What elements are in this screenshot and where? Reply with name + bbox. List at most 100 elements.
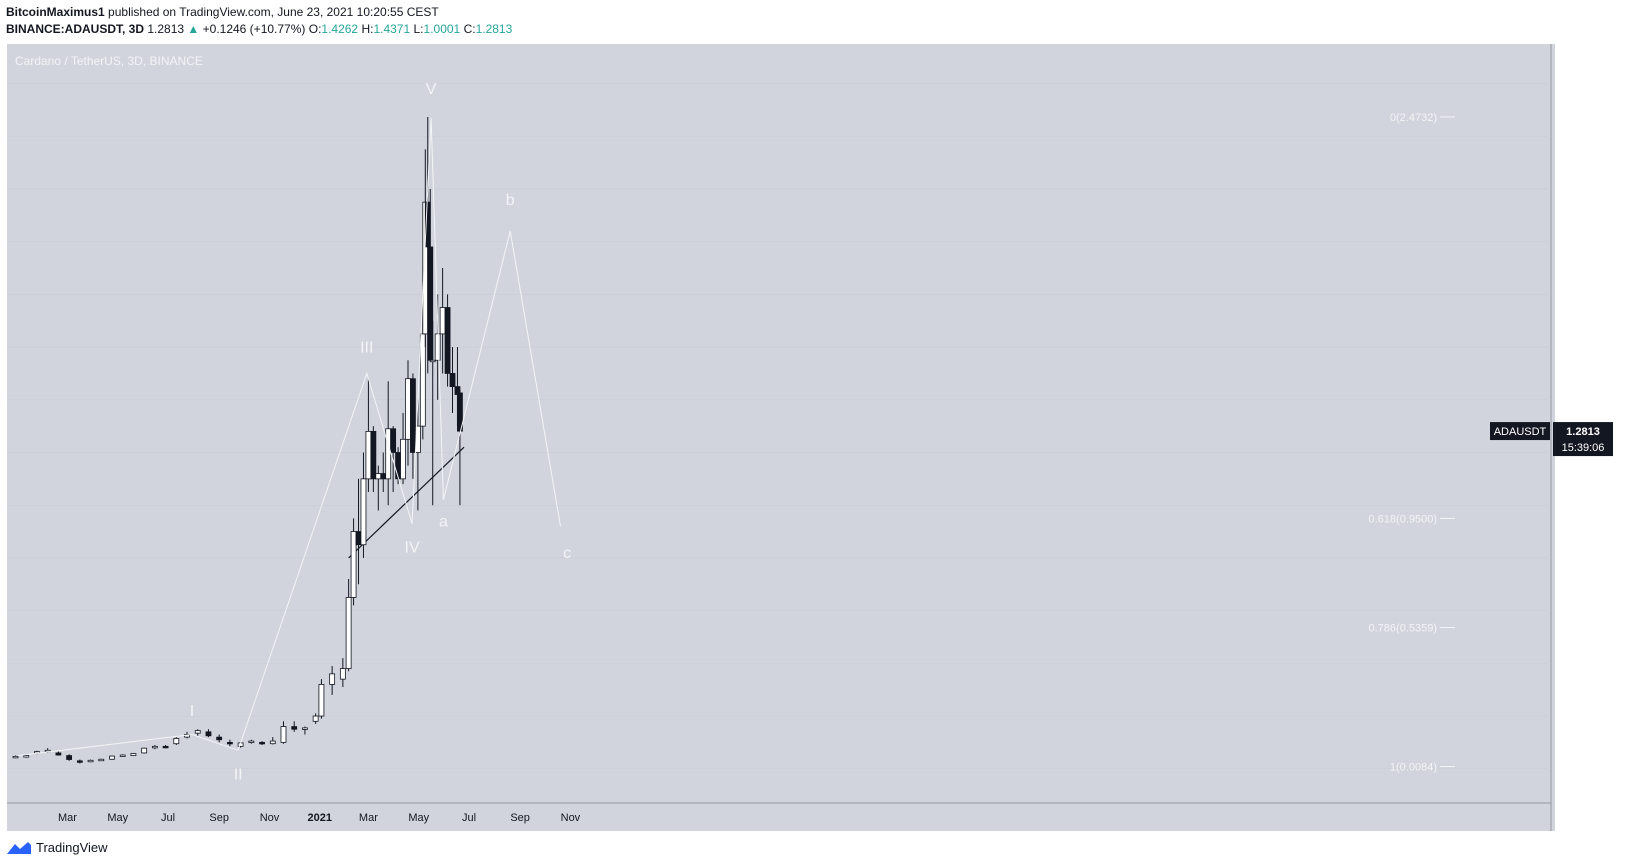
candle-body <box>141 747 148 754</box>
wave-label: a <box>439 513 448 530</box>
candle <box>226 739 233 747</box>
candle-body <box>419 333 426 427</box>
candle-body <box>98 758 105 762</box>
candle-body <box>55 752 62 756</box>
candle <box>457 390 463 506</box>
candle <box>259 741 265 746</box>
candle-body <box>339 668 346 680</box>
y-tick-label: 0.8000 <box>1569 553 1603 565</box>
price-tag-value: 1.2813 <box>1566 426 1600 438</box>
candle-body <box>280 726 287 743</box>
candle <box>23 755 30 758</box>
x-tick-label: May <box>107 812 128 824</box>
candle-body <box>329 673 336 685</box>
candle-body <box>395 452 401 480</box>
candle-body <box>205 731 212 737</box>
x-tick-label: Sep <box>510 812 530 824</box>
candle <box>414 399 421 511</box>
candle-body <box>390 428 397 453</box>
candle-body <box>405 378 411 440</box>
fib-level-label: 1(0.0084) <box>1390 762 1437 774</box>
candle <box>329 665 336 695</box>
open-value: 1.4262 <box>321 22 359 36</box>
close-value: 1.2813 <box>475 22 513 36</box>
candle-body <box>410 378 416 453</box>
publish-header: BitcoinMaximus1 published on TradingView… <box>6 5 439 19</box>
low-value: 1.0001 <box>423 22 461 36</box>
candle-body <box>439 307 446 335</box>
candle <box>339 658 346 688</box>
candle <box>119 754 126 757</box>
candle <box>194 729 201 736</box>
candle <box>280 721 287 744</box>
last-price: 1.2813 <box>147 22 185 36</box>
tradingview-brand[interactable]: TradingView <box>6 840 108 855</box>
y-tick-label: 2.2000 <box>1569 184 1603 196</box>
wave-label: I <box>190 703 194 720</box>
candle-body <box>173 738 180 745</box>
x-tick-label: 2021 <box>308 812 332 824</box>
wave-label: III <box>360 339 373 356</box>
elliott-wave-path <box>17 117 561 757</box>
candle-body <box>66 755 73 760</box>
candle <box>400 412 406 485</box>
candle-body <box>302 727 308 730</box>
candle-body <box>216 736 223 741</box>
candle-body <box>87 759 94 763</box>
candle <box>345 578 352 672</box>
candle <box>66 754 73 761</box>
candle-body <box>12 755 19 759</box>
candle-body <box>355 531 362 546</box>
candle <box>248 739 255 744</box>
y-tick-label: 1.0000 <box>1569 500 1603 512</box>
candle <box>410 373 416 479</box>
y-tick-label: 2.4000 <box>1569 131 1603 143</box>
candle <box>141 747 148 754</box>
support-trendline <box>348 446 465 559</box>
x-tick-label: Mar <box>359 812 378 824</box>
candle <box>87 759 94 763</box>
candle-body <box>444 307 451 374</box>
candle-body <box>434 333 441 361</box>
candle <box>109 755 115 760</box>
candle <box>12 755 19 759</box>
candle <box>302 726 308 735</box>
candle <box>444 294 451 387</box>
candle <box>350 518 357 606</box>
chart-title: Cardano / TetherUS, 3D, BINANCE <box>15 54 203 68</box>
candle-body <box>429 359 436 363</box>
tradingview-brand-label: TradingView <box>36 840 108 855</box>
candle-body <box>23 755 30 758</box>
candle-body <box>400 438 406 480</box>
currency-label: USDT <box>1571 55 1601 67</box>
candle <box>162 745 169 749</box>
candle-body <box>312 715 319 722</box>
candle-body <box>291 726 298 730</box>
price-tag <box>1553 422 1613 457</box>
candle <box>269 737 276 745</box>
high-label: H: <box>361 22 374 36</box>
tradingview-logo-icon <box>7 841 31 854</box>
symbol-label: BINANCE:ADAUSDT, 3D <box>6 22 145 36</box>
change-value: +0.1246 (+10.77%) <box>202 22 306 36</box>
candle <box>370 426 377 493</box>
candle-body <box>370 431 377 480</box>
wave-label: V <box>426 81 437 98</box>
candle-body <box>226 741 233 745</box>
candle-body <box>414 425 421 453</box>
chart-background <box>7 44 1555 831</box>
candle-body <box>350 531 357 598</box>
author-name[interactable]: BitcoinMaximus1 <box>6 5 105 19</box>
candle <box>55 751 62 756</box>
candle <box>216 734 223 743</box>
candle <box>449 347 456 413</box>
candle-body <box>318 684 325 717</box>
x-tick-label: Sep <box>209 812 229 824</box>
open-label: O: <box>308 22 322 36</box>
x-tick-label: Mar <box>58 812 77 824</box>
candle-body <box>457 392 463 432</box>
x-tick-label: Jul <box>161 812 175 824</box>
up-arrow-icon: ▲ <box>187 22 200 36</box>
candle <box>130 752 137 757</box>
